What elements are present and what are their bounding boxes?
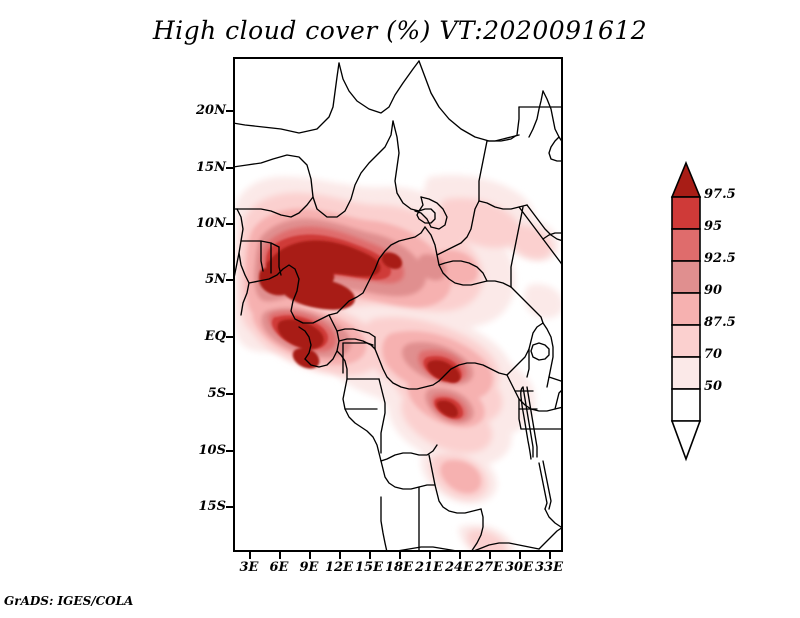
y-tick-label: 15N: [196, 160, 226, 175]
map-borders-layer: [233, 60, 563, 552]
y-tick-label: 15S: [198, 499, 226, 514]
x-tick-mark: [459, 552, 461, 559]
y-tick-label: 20N: [196, 103, 226, 118]
x-tick-mark: [549, 552, 551, 559]
cloud-cover-field: [233, 175, 563, 552]
colorbar-tick-label: 95: [704, 219, 723, 234]
y-tick-mark: [226, 279, 233, 281]
y-tick-mark: [226, 393, 233, 395]
colorbar-band: [671, 388, 701, 422]
colorbar-band: [671, 196, 701, 230]
colorbar: 97.5 95 92.5 90 87.5 70 50: [668, 160, 788, 462]
x-tick-mark: [429, 552, 431, 559]
map-canvas: [233, 57, 563, 552]
x-tick-label: 6E: [269, 560, 289, 575]
colorbar-tick-label: 92.5: [704, 251, 736, 266]
x-tick-mark: [519, 552, 521, 559]
y-tick-mark: [226, 110, 233, 112]
x-tick-label: 21E: [415, 560, 443, 575]
plot-frame-rect: [233, 57, 563, 552]
x-tick-label: 3E: [239, 560, 259, 575]
colorbar-band: [671, 356, 701, 390]
colorbar-svg: [670, 160, 702, 462]
x-tick-label: 24E: [445, 560, 473, 575]
x-tick-label: 27E: [475, 560, 503, 575]
colorbar-band: [671, 292, 701, 326]
band-above-97: [259, 240, 461, 418]
map-plot-area: [233, 57, 563, 552]
y-tick-label: 5N: [205, 272, 226, 287]
x-tick-mark: [369, 552, 371, 559]
x-tick-label: 12E: [325, 560, 353, 575]
colorbar-band: [671, 324, 701, 358]
y-tick-label: 10S: [198, 443, 226, 458]
colorbar-tick-label: 50: [704, 379, 723, 394]
colorbar-band: [671, 260, 701, 294]
page-title: High cloud cover (%) VT:2020091612: [152, 16, 648, 45]
y-tick-mark: [226, 506, 233, 508]
x-tick-label: 9E: [299, 560, 319, 575]
colorbar-extend-min: [670, 420, 702, 462]
colorbar-tick-label: 87.5: [704, 315, 736, 330]
x-tick-label: 15E: [355, 560, 383, 575]
y-tick-mark: [226, 336, 233, 338]
colorbar-tick-label: 70: [704, 347, 723, 362]
y-tick-mark: [226, 167, 233, 169]
grads-credit: GrADS: IGES/COLA: [4, 594, 134, 608]
x-tick-mark: [489, 552, 491, 559]
y-tick-mark: [226, 450, 233, 452]
colorbar-tick-label: 90: [704, 283, 723, 298]
colorbar-band: [671, 228, 701, 262]
x-tick-label: 18E: [385, 560, 413, 575]
x-tick-mark: [279, 552, 281, 559]
y-tick-label: EQ: [204, 329, 226, 344]
y-tick-label: 10N: [196, 216, 226, 231]
y-tick-mark: [226, 223, 233, 225]
x-tick-mark: [399, 552, 401, 559]
x-tick-mark: [249, 552, 251, 559]
colorbar-tick-label: 97.5: [704, 187, 736, 202]
x-tick-label: 33E: [535, 560, 563, 575]
x-tick-label: 30E: [505, 560, 533, 575]
x-tick-mark: [309, 552, 311, 559]
y-tick-label: 5S: [207, 386, 226, 401]
colorbar-extend-max: [670, 160, 702, 198]
x-tick-mark: [339, 552, 341, 559]
